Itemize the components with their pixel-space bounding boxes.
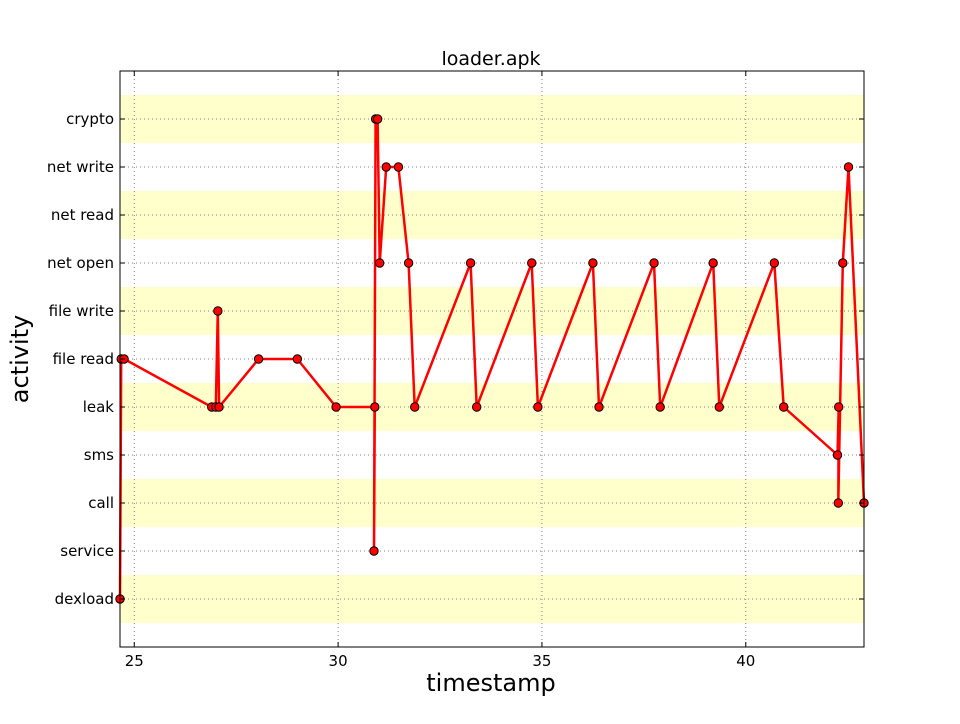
data-point (588, 258, 598, 268)
chart-title: loader.apk (441, 48, 540, 70)
x-tick-label: 35 (532, 652, 551, 670)
data-point (465, 258, 476, 268)
y-tick-label: file read (53, 350, 114, 368)
data-point (527, 258, 537, 268)
y-tick-label: crypto (66, 110, 114, 128)
data-point (369, 546, 379, 556)
data-point (472, 402, 482, 412)
y-tick-label: net read (51, 206, 114, 224)
data-point (372, 114, 383, 124)
data-point (655, 402, 665, 412)
data-point (649, 258, 659, 268)
y-tick-label: dexload (55, 590, 114, 608)
axis-ticks (120, 71, 864, 647)
y-tick-label: call (88, 494, 114, 512)
data-point (778, 402, 789, 412)
data-point (833, 498, 844, 508)
x-tick-label: 30 (329, 652, 348, 670)
data-point (838, 258, 848, 268)
series-layer (115, 114, 869, 604)
data-point (213, 306, 223, 316)
x-tick-labels: 25 30 35 40 (125, 652, 756, 670)
data-point (714, 402, 724, 412)
data-point (832, 450, 843, 460)
y-tick-label: file write (49, 302, 114, 320)
y-tick-labels: dexload service call sms leak file read file w… (47, 110, 114, 608)
data-point (393, 162, 404, 172)
y-tick-label: leak (83, 398, 115, 416)
y-tick-label: net open (47, 254, 114, 272)
data-point (403, 258, 414, 268)
x-axis-label: timestamp (426, 669, 555, 697)
data-point (214, 402, 224, 412)
y-tick-label: service (60, 542, 114, 560)
x-tick-label: 40 (736, 652, 755, 670)
x-tick-label: 25 (125, 652, 144, 670)
data-point (292, 354, 303, 364)
data-point (533, 402, 543, 412)
data-point (410, 402, 420, 412)
y-tick-label: sms (84, 446, 114, 464)
data-point (381, 162, 391, 172)
data-point (594, 402, 604, 412)
data-point (331, 402, 341, 412)
data-point (253, 354, 264, 364)
data-point (708, 258, 718, 268)
data-point (374, 258, 385, 268)
data-point (843, 162, 854, 172)
data-point (769, 258, 780, 268)
data-point (370, 402, 380, 412)
grid-lines (120, 71, 864, 647)
y-tick-label: net write (47, 158, 114, 176)
data-point (834, 402, 844, 412)
y-axis-label: activity (6, 315, 34, 403)
